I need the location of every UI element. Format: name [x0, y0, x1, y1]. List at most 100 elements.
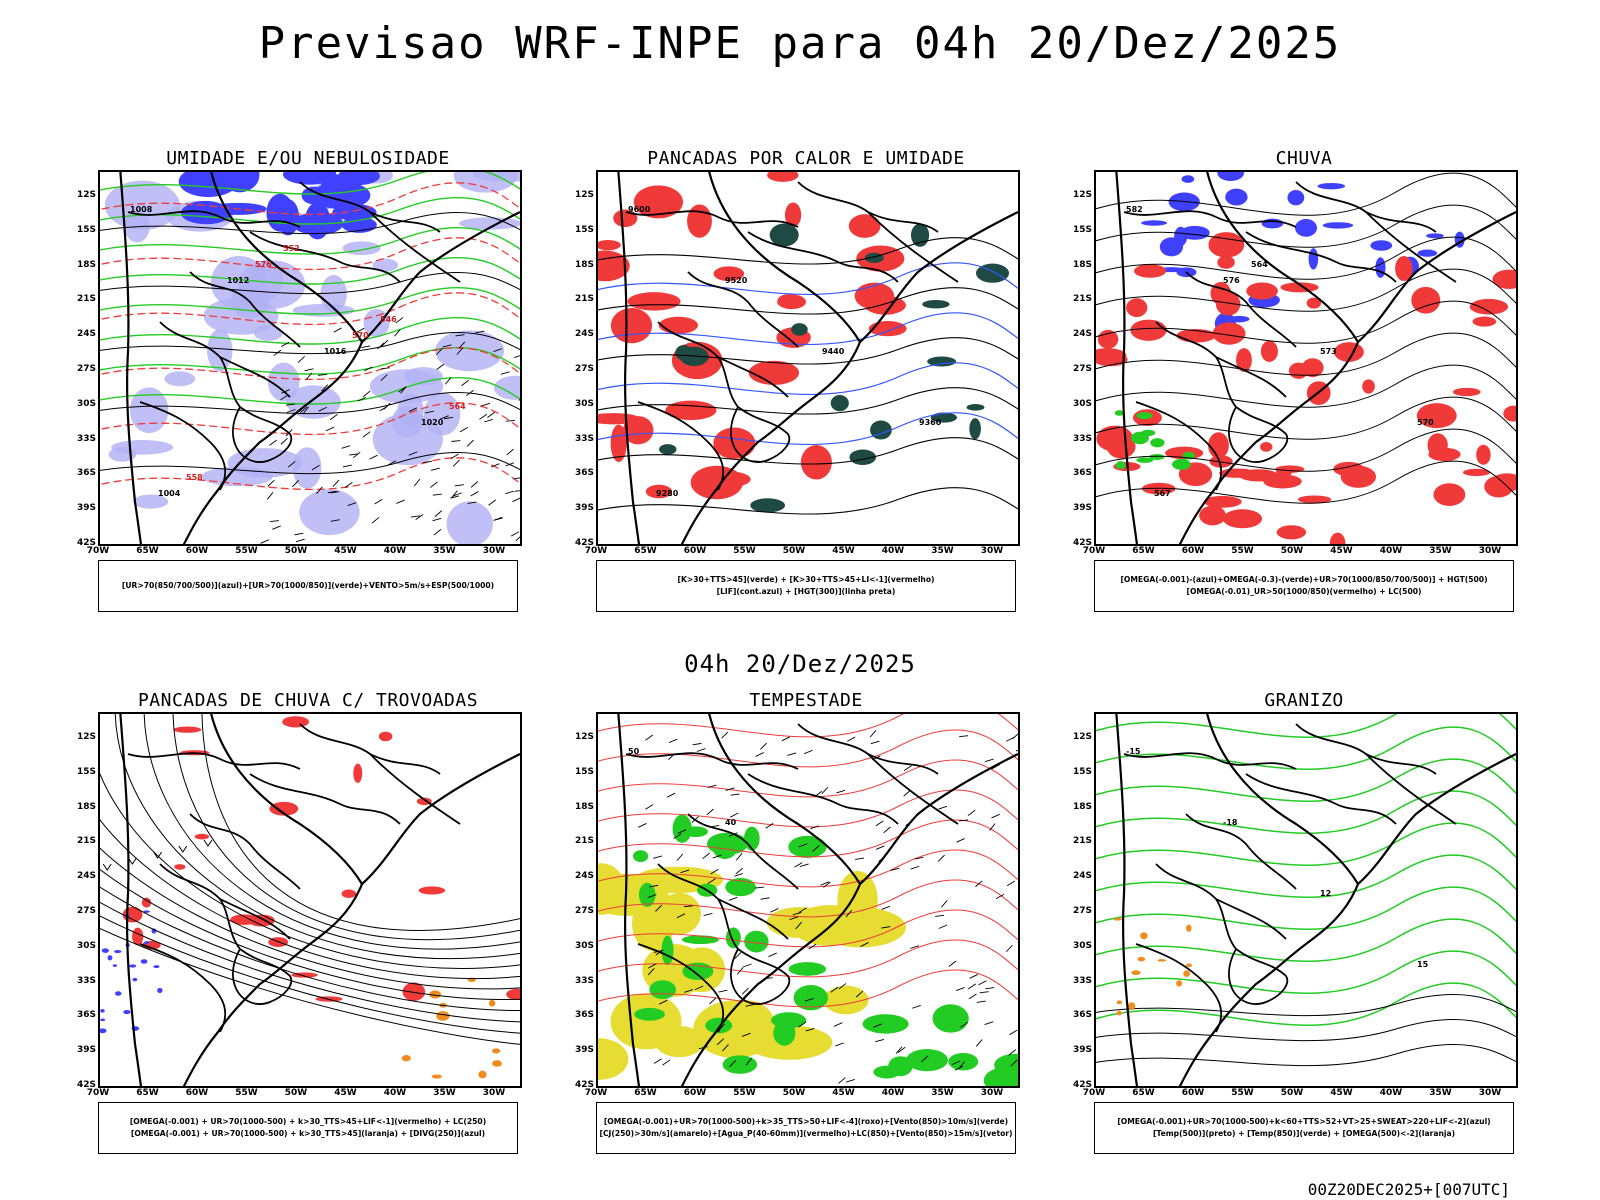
- temp850-contour: [1096, 982, 1516, 1026]
- hgt500-contour: [1096, 172, 1516, 216]
- wind850-vector: [795, 921, 802, 930]
- wind-vector: [381, 339, 389, 347]
- wind850-vector: [728, 896, 738, 901]
- rain-omega-area: [1375, 257, 1386, 278]
- lifted-index-contour: [598, 262, 1018, 295]
- convective-area: [713, 427, 756, 459]
- lat-tick-label: 33S: [574, 975, 594, 986]
- temp850-contour: [1096, 790, 1516, 834]
- lon-tick-label: 55W: [235, 1088, 258, 1098]
- coastline: [1357, 211, 1516, 343]
- wind850-area: [683, 826, 708, 838]
- lat-tick-label: 36S: [76, 468, 96, 479]
- wind-vector: [302, 406, 309, 415]
- wind850-vector: [1009, 1029, 1018, 1036]
- wind-vector: [514, 355, 520, 359]
- jet-area: [823, 985, 869, 1015]
- contour-label: 570: [352, 331, 369, 340]
- country-border: [232, 406, 293, 463]
- wind-vector: [398, 386, 407, 393]
- wind-vector: [410, 515, 420, 518]
- wind-vector: [518, 398, 520, 401]
- heavy-rain-area: [1130, 431, 1149, 445]
- country-border: [637, 401, 725, 491]
- wind850-vector: [794, 862, 803, 868]
- wind850-vector: [910, 865, 920, 870]
- panel-title: PANCADAS POR CALOR E UMIDADE: [647, 148, 965, 169]
- rain-area: [1208, 232, 1245, 258]
- wind-vector: [297, 356, 305, 363]
- lon-tick-label: 65W: [634, 546, 657, 556]
- coastline: [617, 714, 641, 1086]
- humidity-mid-area: [299, 489, 360, 536]
- divergence-area: [144, 941, 150, 945]
- lat-tick-label: 18S: [1072, 259, 1092, 270]
- divergence-area: [140, 959, 148, 964]
- omega500-area: [1183, 970, 1190, 977]
- wind850-vector: [959, 819, 969, 822]
- panel-umidade: UMIDADE E/OU NEBULOSIDADE 12S 15S 18S 21S 24S…: [58, 148, 558, 618]
- wind-vector: [273, 349, 282, 356]
- rain-area: [1411, 286, 1441, 314]
- panel-legend: [OMEGA(-0.001) + UR>70(1000-500) + k>30_…: [98, 1102, 518, 1154]
- thunderstorm-area: [402, 982, 426, 1002]
- wind850-vector: [847, 736, 856, 742]
- wind-vector: [436, 363, 445, 370]
- rain-area: [1260, 441, 1273, 452]
- lat-tick-label: 36S: [76, 1010, 96, 1021]
- lat-tick-label: 33S: [1072, 433, 1092, 444]
- humidity-low-contour: [100, 287, 520, 315]
- rain-area: [1427, 433, 1448, 458]
- wind-vector: [305, 372, 313, 381]
- wind-vector: [362, 431, 371, 438]
- omega500-area: [1116, 1000, 1123, 1005]
- lat-tick-label: 39S: [574, 1045, 594, 1056]
- wind850-vector: [655, 904, 663, 912]
- lon-tick-label: 45W: [334, 1088, 357, 1098]
- wind-vector: [442, 344, 452, 348]
- divergence-area: [100, 1028, 107, 1034]
- wind850-area: [983, 1066, 1018, 1086]
- wind850-vector: [645, 734, 654, 741]
- lon-tick-label: 60W: [1181, 546, 1205, 556]
- hgt300-contour: [598, 337, 1018, 365]
- hgt300-contour: [598, 487, 1018, 515]
- coastline: [680, 172, 862, 544]
- lat-tick-label: 15S: [574, 766, 594, 777]
- lon-tick-label: 30W: [1478, 546, 1502, 556]
- humidity-low-contour: [100, 377, 520, 405]
- wind-vector: [475, 330, 485, 334]
- wind850-vector: [956, 838, 965, 843]
- wind850-vector: [935, 914, 945, 917]
- coastline: [361, 211, 520, 343]
- coastline: [119, 714, 143, 1086]
- temp850-contour: [1096, 950, 1516, 994]
- wind-vector: [380, 374, 388, 381]
- streamline-250: [100, 772, 520, 969]
- lat-tick-label: 27S: [1072, 364, 1092, 374]
- instability-area: [922, 299, 950, 309]
- wind850-area: [773, 1020, 796, 1046]
- wind850-vector: [742, 963, 752, 968]
- lon-tick-label: 35W: [1429, 1088, 1452, 1098]
- wind-vector: [505, 462, 515, 467]
- wind850-vector: [968, 993, 977, 1000]
- coastline: [182, 172, 364, 544]
- lon-tick-label: 55W: [1231, 546, 1254, 556]
- country-border: [249, 773, 401, 825]
- rain-area: [1130, 319, 1167, 341]
- hgt300-contour: [598, 387, 1018, 415]
- hgt500-contour: [1096, 300, 1516, 344]
- humidity-high-area: [301, 186, 326, 205]
- temp850-contour: [1096, 758, 1516, 802]
- heavy-rain-area: [1114, 410, 1124, 416]
- temp850-contour: [1096, 714, 1516, 738]
- coastline: [859, 753, 1018, 885]
- omega500-area: [1116, 1010, 1122, 1016]
- lat-tick-label: 42S: [574, 538, 594, 548]
- lat-tick-label: 24S: [1072, 871, 1092, 882]
- rain-area: [1208, 432, 1229, 459]
- wind850-vector: [808, 943, 817, 950]
- convective-area: [784, 202, 802, 228]
- wind850-area: [633, 850, 649, 863]
